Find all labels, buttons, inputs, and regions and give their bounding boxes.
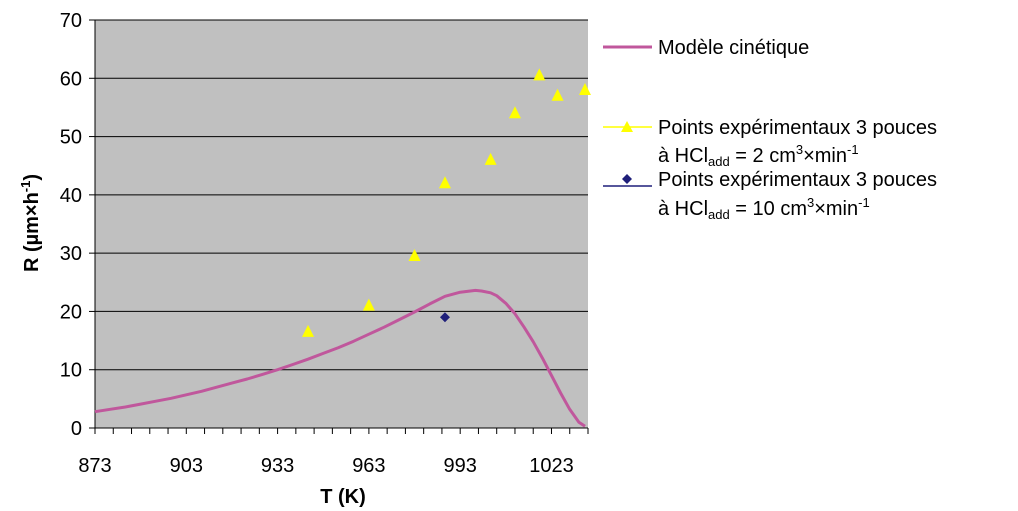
series-2-point-2 <box>408 249 421 262</box>
y-tick-label-0: 0 <box>71 418 82 440</box>
y-tick-labels: 0 10 20 30 40 50 60 70 <box>60 10 82 440</box>
series-2-point-6 <box>533 68 546 81</box>
legend-label-series-2-line1: Points expérimentaux 3 pouces <box>658 117 937 139</box>
gridlines <box>95 19 588 371</box>
series-2-point-3 <box>438 176 451 189</box>
x-tick-label-933: 933 <box>261 455 294 477</box>
x-tick-label-1023: 1023 <box>529 455 574 477</box>
legend-item-series-2: Points expérimentaux 3 pouces à HCladd =… <box>603 117 937 169</box>
x-tick-label-963: 963 <box>352 455 385 477</box>
y-axis-label: R (µm×h-1) <box>18 174 43 272</box>
legend-marker-diamond <box>622 174 632 184</box>
y-tick-label-40: 40 <box>60 185 82 207</box>
legend-label-series-2-line2: à HCladd = 2 cm3×min-1 <box>658 142 859 169</box>
series-2-point-0 <box>302 324 315 337</box>
legend-label-model: Modèle cinétique <box>658 37 809 59</box>
tick-marks <box>89 19 589 434</box>
series-3-point-0 <box>439 312 450 323</box>
y-tick-label-30: 30 <box>60 243 82 265</box>
x-tick-label-993: 993 <box>443 455 476 477</box>
series-layer <box>94 68 591 428</box>
y-tick-label-20: 20 <box>60 301 82 323</box>
x-tick-label-873: 873 <box>78 455 111 477</box>
legend-marker-triangle <box>621 121 633 132</box>
legend-item-series-3: Points expérimentaux 3 pouces à HCladd =… <box>603 169 937 222</box>
y-tick-label-70: 70 <box>60 10 82 32</box>
axes <box>94 20 588 429</box>
series-2-point-4 <box>484 152 497 165</box>
series-2-point-1 <box>362 298 375 311</box>
series-2-point-7 <box>551 88 564 101</box>
legend-item-model: Modèle cinétique <box>603 37 809 59</box>
y-tick-label-10: 10 <box>60 360 82 382</box>
legend-label-series-3-line1: Points expérimentaux 3 pouces <box>658 169 937 191</box>
plot-area <box>95 20 588 428</box>
x-tick-labels: 873 903 933 963 993 1023 <box>78 455 573 477</box>
legend-label-series-3-line2: à HCladd = 10 cm3×min-1 <box>658 195 870 222</box>
legend: Modèle cinétique Points expérimentaux 3 … <box>603 37 937 222</box>
series-2-point-8 <box>578 82 591 95</box>
series-line-model <box>94 288 586 428</box>
series-2-point-5 <box>508 106 521 119</box>
y-tick-label-60: 60 <box>60 68 82 90</box>
x-axis-label: T (K) <box>320 486 366 508</box>
x-tick-label-903: 903 <box>170 455 203 477</box>
y-tick-label-50: 50 <box>60 127 82 149</box>
